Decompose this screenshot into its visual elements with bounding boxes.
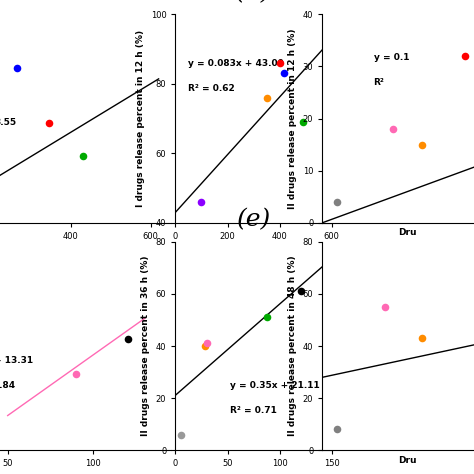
Y-axis label: II drugs release percent in 48 h (%): II drugs release percent in 48 h (%) [288,255,297,437]
Text: R²: R² [374,78,384,87]
Point [79,152,86,160]
Point [461,52,468,60]
Point [276,59,283,67]
Point [333,198,340,206]
Point [280,70,287,77]
Point [390,125,397,133]
Text: (b): (b) [236,0,271,4]
Text: + 13.31: + 13.31 [0,356,33,365]
Point [201,342,209,350]
Point [264,314,271,321]
Text: 0.84: 0.84 [0,381,16,390]
Point [381,303,389,311]
Y-axis label: II drugs release percent in 36 h (%): II drugs release percent in 36 h (%) [141,256,150,436]
Point [299,118,307,126]
X-axis label: Drug solubility (μg/mL): Drug solubility (μg/mL) [195,246,312,255]
Text: y = 0.35x + 21.11: y = 0.35x + 21.11 [230,381,320,390]
Point [45,119,52,127]
Text: (e): (e) [237,208,271,231]
Point [177,431,184,438]
Point [198,198,205,206]
Text: y = 0.1: y = 0.1 [374,53,409,62]
X-axis label: Dru: Dru [398,456,417,465]
Text: 3.55: 3.55 [0,118,16,127]
Point [418,335,426,342]
Point [124,335,132,343]
Text: R² = 0.71: R² = 0.71 [230,406,277,415]
Point [333,426,340,433]
Point [263,94,270,101]
Y-axis label: II drugs release percent in 12 h (%): II drugs release percent in 12 h (%) [288,28,297,209]
Point [418,141,426,148]
X-axis label: (μg/mL): (μg/mL) [61,246,100,255]
Text: y = 0.083x + 43.00: y = 0.083x + 43.00 [188,59,283,68]
Point [13,64,20,72]
Point [73,370,80,378]
X-axis label: Dru: Dru [398,228,417,237]
Point [203,339,210,347]
Text: R² = 0.62: R² = 0.62 [188,84,235,93]
Y-axis label: I drugs release percent in 12 h (%): I drugs release percent in 12 h (%) [136,30,145,207]
Point [297,287,304,295]
